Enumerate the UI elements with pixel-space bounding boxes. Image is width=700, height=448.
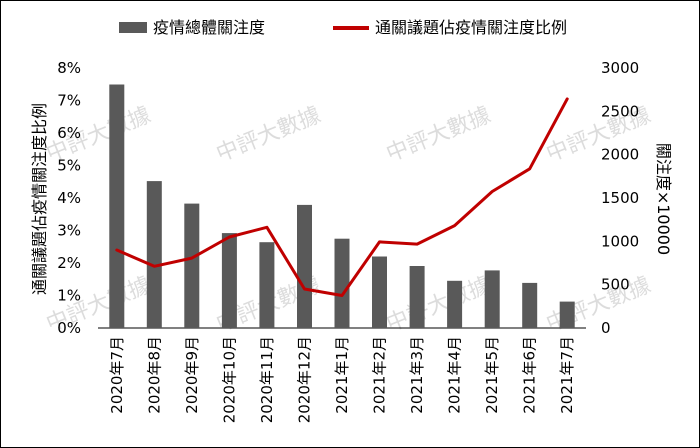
x-tick-label: 2021年2月 <box>371 336 389 414</box>
bar <box>409 266 425 328</box>
bar <box>184 203 200 328</box>
right-tick-label: 1500 <box>601 189 639 207</box>
right-tick-label: 1000 <box>601 232 639 250</box>
right-tick-label: 0 <box>601 319 611 337</box>
right-tick-label: 3000 <box>601 59 639 77</box>
x-tick-label: 2020年10月 <box>220 336 238 423</box>
left-tick-label: 8% <box>57 59 81 77</box>
x-tick-label: 2021年4月 <box>446 336 464 414</box>
bar <box>221 233 237 328</box>
legend: 疫情總體關注度 通關議題佔疫情關注度比例 <box>119 18 567 37</box>
bar <box>447 280 463 328</box>
left-axis-title: 通關議題佔疫情關注度比例 <box>30 103 49 295</box>
left-tick-label: 7% <box>57 92 81 110</box>
bar <box>484 270 500 328</box>
x-tick-label: 2020年8月 <box>145 336 163 414</box>
legend-bar-label: 疫情總體關注度 <box>153 18 265 37</box>
bar-series <box>109 84 575 328</box>
x-axis-labels: 2020年7月 2020年8月 2020年9月 2020年10月 2020年11月 202… <box>108 336 576 423</box>
x-tick-label: 2021年7月 <box>558 336 576 414</box>
bar <box>372 256 387 328</box>
left-tick-label: 4% <box>57 189 81 207</box>
legend-line-label: 通關議題佔疫情關注度比例 <box>375 18 567 37</box>
bar <box>559 301 575 328</box>
left-tick-label: 3% <box>57 222 81 240</box>
right-axis-title: 關注度×10000 <box>654 143 673 255</box>
x-tick-label: 2021年5月 <box>483 336 501 414</box>
right-tick-label: 2500 <box>601 102 639 120</box>
x-tick-label: 2020年7月 <box>108 336 126 414</box>
x-tick-label: 2021年1月 <box>333 336 351 414</box>
watermark-text: 中評大數據 <box>383 103 494 167</box>
x-tick-label: 2020年12月 <box>296 336 314 423</box>
line-series <box>115 97 569 297</box>
left-tick-label: 2% <box>57 254 81 272</box>
left-tick-label: 0% <box>57 319 81 337</box>
x-tick-label: 2021年3月 <box>408 336 426 414</box>
bar <box>109 84 125 328</box>
left-tick-label: 6% <box>57 124 81 142</box>
legend-bar-swatch <box>119 22 147 33</box>
bar <box>297 204 312 328</box>
right-tick-label: 2000 <box>601 146 639 164</box>
x-tick-label: 2020年11月 <box>258 336 276 423</box>
left-axis-ticks: 0% 1% 2% 3% 4% 5% 6% 7% 8% <box>57 59 81 337</box>
watermark-text: 中評大數據 <box>213 103 324 167</box>
bar <box>146 181 162 328</box>
right-axis-ticks: 0 500 1000 1500 2000 2500 3000 <box>601 59 639 337</box>
x-tick-label: 2021年6月 <box>521 336 539 414</box>
bar <box>259 242 275 328</box>
x-tick-label: 2020年9月 <box>183 336 201 414</box>
right-tick-label: 500 <box>601 276 630 294</box>
bar <box>334 238 350 328</box>
left-tick-label: 5% <box>57 157 81 175</box>
bar <box>522 282 538 328</box>
left-tick-label: 1% <box>57 287 81 305</box>
